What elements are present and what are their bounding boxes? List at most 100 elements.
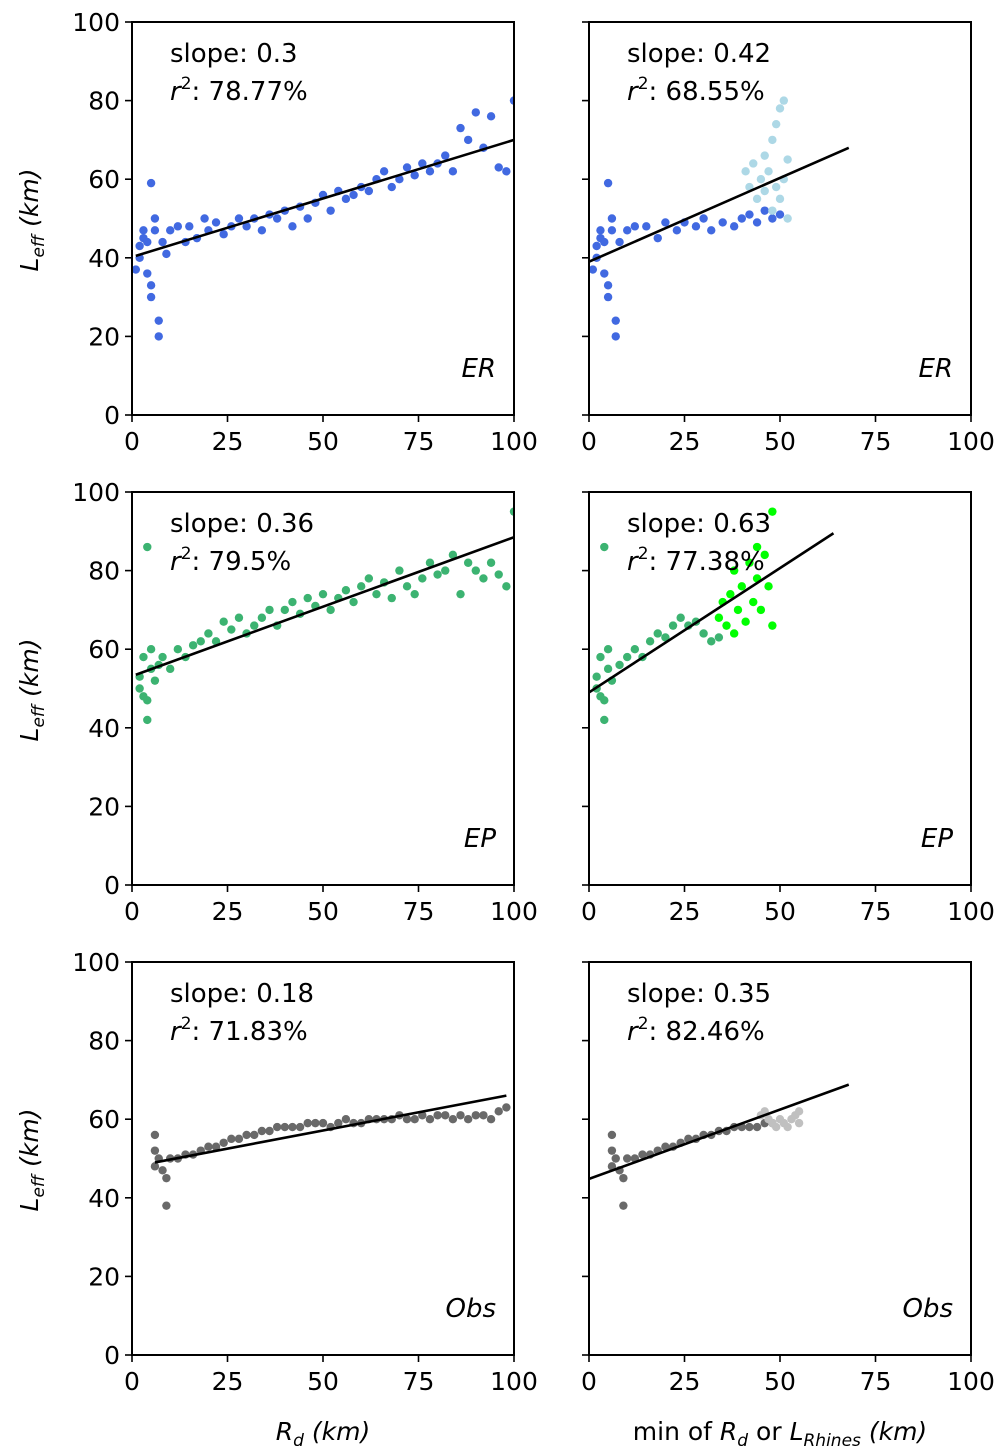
data-point	[196, 637, 205, 646]
data-point	[707, 226, 716, 235]
data-point	[257, 613, 267, 622]
data-point	[486, 1115, 496, 1124]
data-point	[479, 574, 488, 583]
data-point	[402, 582, 412, 591]
r2-annotation: r2: 79.5%	[170, 544, 291, 577]
x-tick-label: 50	[307, 427, 339, 456]
data-point	[615, 660, 624, 670]
data-point	[425, 558, 435, 567]
data-point	[441, 151, 450, 160]
x-tick-label: 50	[764, 1367, 796, 1396]
model-label: ER	[462, 354, 497, 384]
data-point	[448, 167, 458, 176]
r2-annotation: r2: 68.55%	[627, 74, 765, 107]
data-point	[471, 566, 480, 575]
data-point	[341, 1115, 351, 1124]
data-point	[494, 570, 503, 579]
data-point	[741, 617, 750, 626]
y-tick-label: 40	[88, 1184, 120, 1213]
data-point	[668, 621, 678, 630]
data-point	[623, 652, 632, 662]
data-point	[509, 507, 514, 516]
y-tick-label: 20	[88, 792, 120, 821]
data-point	[502, 167, 511, 176]
data-point	[768, 206, 777, 215]
data-point	[471, 1111, 480, 1120]
data-point	[638, 1150, 647, 1159]
data-point	[456, 589, 465, 599]
model-label: ER	[919, 354, 954, 384]
data-point	[139, 652, 148, 662]
data-point	[150, 214, 160, 223]
x-tick-label: 25	[669, 897, 701, 926]
data-point	[603, 281, 613, 290]
y-tick-label: 100	[72, 8, 120, 37]
data-point	[143, 269, 152, 278]
data-point	[280, 1122, 289, 1132]
x-tick-label: 100	[947, 1367, 995, 1396]
data-point	[733, 605, 743, 615]
x-tick-label: 75	[403, 427, 435, 456]
data-point	[600, 542, 609, 552]
data-point	[334, 1118, 343, 1128]
data-point	[143, 237, 152, 247]
data-point	[630, 222, 640, 231]
model-label: EP	[921, 824, 953, 854]
data-point	[764, 167, 773, 176]
slope-annotation: slope: 0.42	[627, 39, 771, 69]
plot-area	[135, 507, 514, 725]
y-tick-label: 60	[88, 165, 120, 194]
data-point	[219, 617, 228, 626]
data-point	[341, 194, 351, 204]
ylabel-row-1: Leff (km)	[15, 639, 49, 742]
data-point	[257, 1126, 267, 1136]
data-point	[265, 605, 274, 615]
x-tick-label: 25	[669, 427, 701, 456]
data-point	[227, 625, 236, 634]
y-tick-label: 80	[88, 1027, 120, 1056]
data-point	[760, 186, 769, 196]
r2-annotation: r2: 82.46%	[627, 1014, 765, 1047]
data-point	[619, 1173, 628, 1183]
data-point	[379, 167, 389, 176]
y-tick-label: 0	[104, 1341, 120, 1370]
y-tick-label: 100	[72, 948, 120, 977]
data-point	[143, 696, 152, 705]
y-tick-label: 0	[104, 401, 120, 430]
data-point	[623, 226, 632, 235]
data-point	[288, 597, 297, 607]
data-point	[150, 676, 160, 685]
data-point	[234, 1134, 244, 1144]
data-point	[749, 159, 758, 168]
data-point	[494, 163, 503, 172]
data-point	[768, 621, 777, 630]
data-point	[463, 558, 473, 567]
data-point	[200, 214, 209, 223]
data-point	[607, 1146, 617, 1155]
data-point	[448, 550, 458, 560]
data-point	[311, 1118, 320, 1128]
ylabel-row-0: Leff (km)	[15, 169, 49, 272]
y-tick-label: 40	[88, 714, 120, 743]
data-point	[318, 589, 328, 599]
data-point	[303, 593, 312, 603]
data-point	[600, 715, 609, 725]
x-tick-label: 75	[403, 1367, 435, 1396]
data-point	[749, 597, 758, 607]
data-point	[410, 589, 419, 599]
data-point	[463, 1115, 473, 1124]
data-point	[775, 194, 785, 204]
data-point	[600, 696, 609, 705]
data-point	[729, 629, 739, 638]
data-point	[611, 1154, 620, 1163]
data-point	[204, 1142, 213, 1151]
data-point	[718, 218, 727, 227]
data-point	[760, 151, 769, 160]
data-point	[135, 684, 144, 693]
data-point	[592, 672, 601, 681]
x-tick-label: 50	[307, 1367, 339, 1396]
data-point	[372, 589, 381, 599]
data-point	[402, 1115, 412, 1124]
data-point	[645, 637, 655, 646]
